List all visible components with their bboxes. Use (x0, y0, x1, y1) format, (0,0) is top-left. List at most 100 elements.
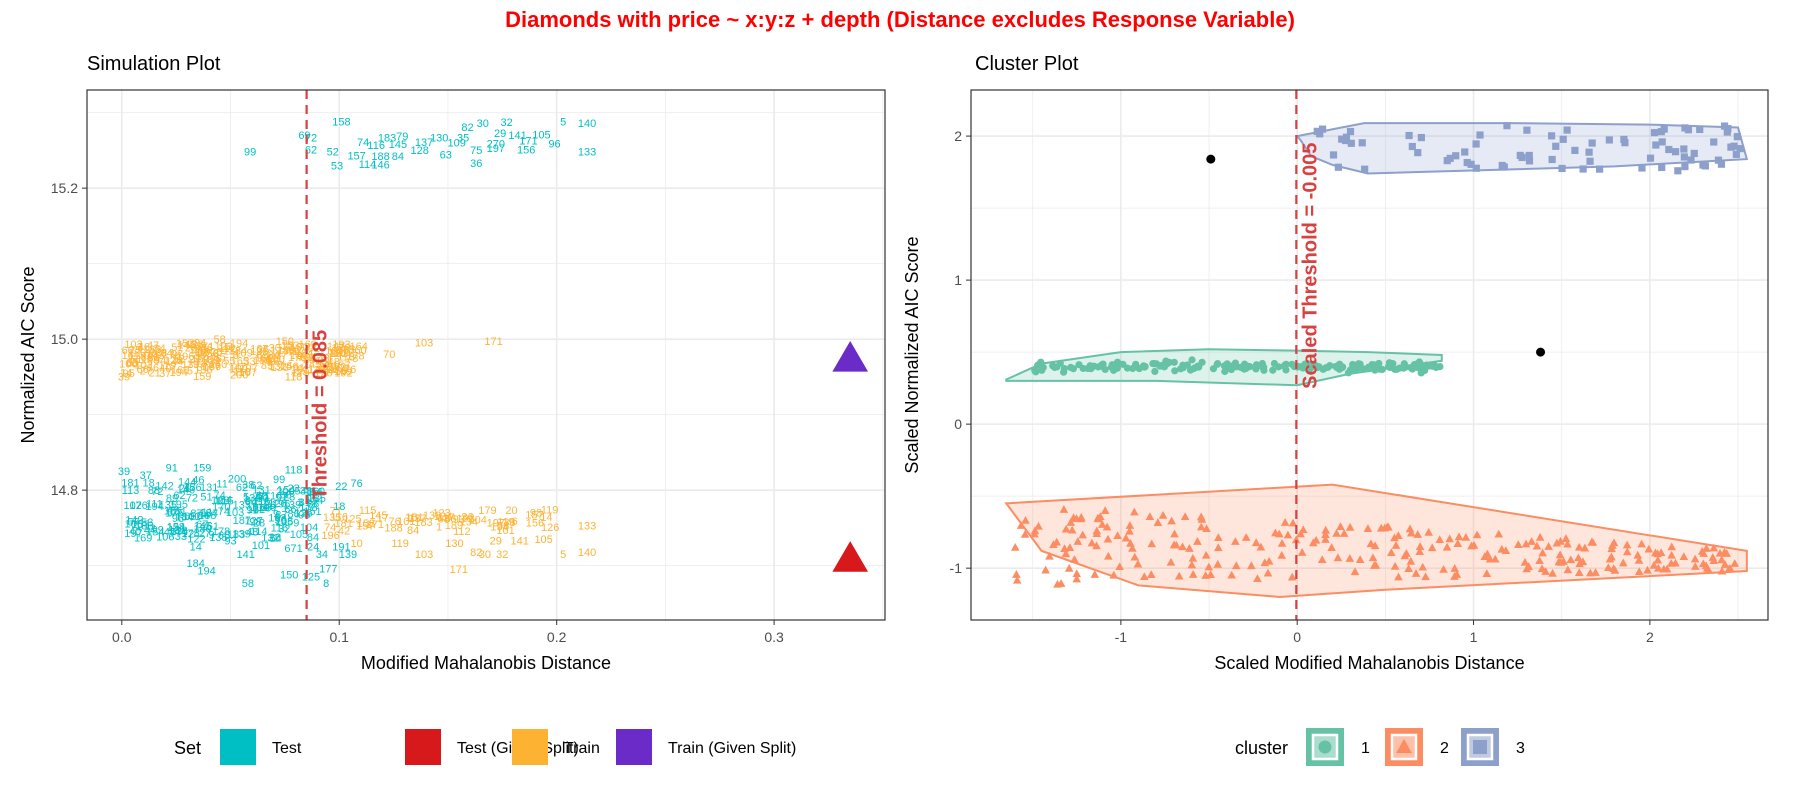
simulation-plot-frame (86, 89, 886, 621)
data-point-label: 66 (137, 364, 149, 376)
cluster-point (1622, 547, 1632, 556)
data-point-label: 6 (512, 516, 518, 528)
data-point-label: 63 (126, 358, 138, 370)
data-point-label: 111 (146, 499, 163, 511)
data-point-label: 17 (377, 513, 389, 525)
data-point-label: 194 (230, 338, 248, 350)
cluster-point (1034, 521, 1043, 530)
data-point-label: 71 (330, 506, 342, 518)
cluster-point (1327, 543, 1336, 551)
cluster-point (1547, 132, 1556, 140)
cluster-point (1056, 579, 1066, 587)
data-point-label: 120 (324, 363, 342, 375)
data-point-label: 84 (407, 525, 419, 537)
cluster-point (1391, 541, 1401, 549)
data-point-label: 36 (147, 363, 159, 375)
cluster-point (1518, 153, 1526, 162)
cluster-point (1699, 549, 1708, 557)
data-point-label: 76 (168, 350, 180, 362)
cluster-point (1554, 557, 1564, 566)
data-point-label: 23 (185, 342, 197, 354)
cluster-point (1405, 524, 1415, 533)
data-point-label: 46 (138, 341, 150, 353)
data-point-label: 23 (283, 492, 295, 504)
cluster-point (1256, 542, 1266, 551)
x-tick-label: 0.0 (112, 629, 132, 645)
data-point-label: 144 (165, 356, 183, 368)
data-point-label: 11 (216, 479, 227, 491)
cluster-point (1321, 530, 1330, 539)
data-point-label: 194 (490, 522, 508, 534)
data-point-label: 86 (307, 499, 319, 511)
data-point-label: 133 (271, 362, 289, 374)
data-point-label: 20 (195, 346, 207, 358)
data-point-label: 57 (275, 493, 287, 505)
data-point-label: 56 (286, 361, 298, 373)
data-point-label: 145 (369, 510, 387, 522)
data-point-label: 101 (182, 511, 200, 523)
data-point-label: 10 (406, 512, 418, 524)
cluster-point (1102, 522, 1112, 531)
simulation-plot-grid (87, 90, 885, 620)
cluster-point (1414, 149, 1422, 157)
data-point-label: 41 (286, 346, 298, 358)
cluster-point (1110, 366, 1118, 374)
cluster-plot: Cluster Plot Scaled Threshold = -0.005 -… (902, 53, 1769, 673)
data-point-label: 161 (122, 350, 140, 362)
data-point-label: 159 (193, 462, 211, 474)
cluster-point (1329, 151, 1338, 159)
data-point-label: 80 (245, 495, 257, 507)
cluster-point (1020, 529, 1030, 538)
cluster-plot-points (1010, 122, 1744, 588)
cluster-point (1681, 124, 1689, 132)
cluster-point (1297, 548, 1307, 556)
cluster-point (1552, 142, 1560, 150)
data-point-label: 101 (496, 525, 514, 537)
data-point-label: 133 (233, 500, 251, 512)
data-point-label: 134 (229, 346, 247, 358)
data-point-label: 156 (183, 482, 201, 494)
data-point-label: 197 (124, 528, 142, 540)
cluster-y-axis-label: Scaled Normalized AIC Score (902, 236, 922, 473)
cluster-point (1439, 564, 1448, 573)
x-tick-label: 1 (1470, 629, 1478, 645)
data-point-label: 40 (129, 526, 141, 538)
data-point-label: 193 (332, 339, 350, 351)
cluster-point (1653, 555, 1663, 564)
data-point-label: 62 (250, 480, 262, 492)
cluster-point (1453, 539, 1463, 547)
data-point-label: 177 (319, 563, 337, 575)
data-point-label: 60 (354, 345, 366, 357)
cluster-point (1476, 131, 1484, 139)
data-point-label: 176 (129, 500, 147, 512)
cluster-point (1353, 365, 1361, 373)
data-point-label: 28 (253, 518, 265, 530)
data-point-label: 45 (164, 527, 176, 539)
data-point-label: 169 (298, 339, 316, 351)
data-point-label: 98 (530, 507, 542, 519)
data-point-label: 58 (497, 521, 509, 533)
cluster-point (1092, 541, 1101, 550)
cluster-point (1333, 363, 1341, 372)
cluster-point (1687, 156, 1695, 164)
data-point-label: 191 (332, 542, 350, 554)
data-point-label: 38 (194, 350, 206, 362)
cluster-point (1727, 143, 1735, 151)
cluster-point (1472, 140, 1480, 148)
legend-swatch (616, 729, 652, 765)
data-point-label: 30 (197, 362, 209, 374)
data-point-label: 134 (305, 495, 323, 507)
cluster-point (1188, 356, 1196, 364)
given-split-triangle (832, 541, 869, 572)
data-point-label: 103 (415, 338, 433, 350)
data-point-label: 157 (356, 520, 374, 532)
data-point-label: 178 (288, 352, 306, 364)
data-point-label: 128 (164, 355, 182, 367)
data-point-label: 84 (268, 350, 280, 362)
data-point-label: 103 (415, 549, 433, 561)
data-point-label: 134 (460, 517, 478, 529)
data-point-label: 52 (173, 353, 185, 365)
